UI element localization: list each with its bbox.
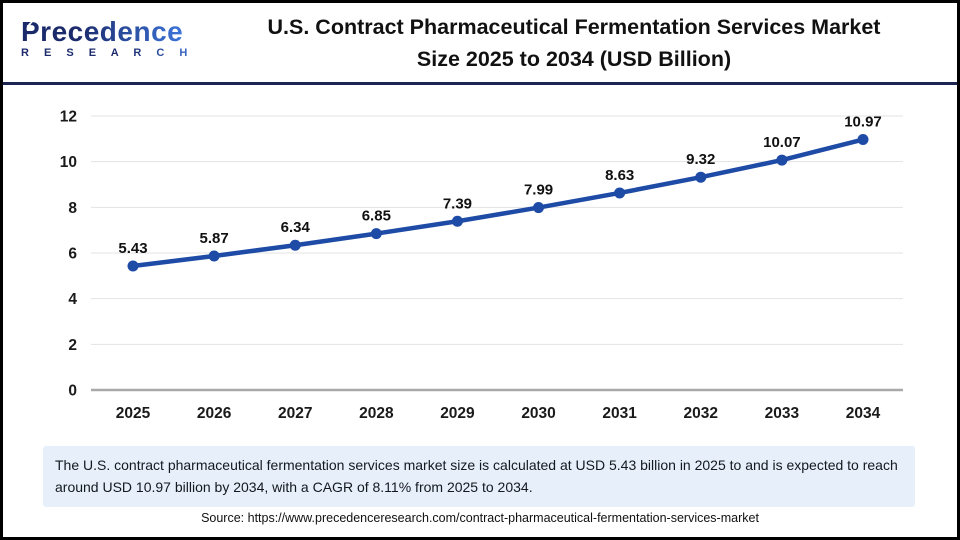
data-point [776, 154, 788, 166]
data-point [208, 250, 220, 262]
data-label: 5.87 [200, 230, 229, 247]
data-point [289, 239, 301, 251]
x-tick-label: 2033 [765, 405, 800, 422]
y-tick-label: 0 [68, 383, 77, 400]
data-point [614, 187, 626, 199]
data-label: 10.97 [844, 114, 882, 131]
x-tick-label: 2030 [521, 405, 555, 422]
data-point [857, 134, 869, 146]
summary-box: The U.S. contract pharmaceutical ferment… [43, 446, 915, 508]
y-tick-label: 6 [68, 246, 77, 263]
y-tick-label: 8 [68, 200, 77, 217]
chart-title-line2: Size 2025 to 2034 (USD Billion) [416, 47, 732, 72]
header-divider [3, 82, 957, 85]
chart-title-line1: U.S. Contract Pharmaceutical Fermentatio… [267, 15, 881, 39]
source-line: Source: https://www.precedenceresearch.c… [201, 511, 759, 525]
x-tick-label: 2032 [684, 405, 718, 422]
y-tick-label: 2 [68, 337, 77, 354]
x-tick-label: 2029 [440, 405, 475, 422]
y-tick-label: 12 [60, 109, 77, 126]
data-point [127, 260, 139, 272]
precedence-research-logo: Precedence R E S E A R C H [3, 3, 211, 60]
x-tick-label: 2027 [278, 405, 312, 422]
x-tick-label: 2026 [197, 405, 232, 422]
line-chart: 0 2 4 6 8 10 12 2025 2026 2027 2028 2029 2030 2031 203… [60, 109, 903, 422]
data-label: 7.99 [524, 182, 553, 199]
data-label: 9.32 [686, 151, 715, 168]
y-tick-label: 10 [60, 154, 77, 171]
data-label: 6.85 [362, 208, 391, 225]
y-tick-label: 4 [68, 291, 77, 308]
header: Precedence R E S E A R C H U.S. Contract… [3, 3, 957, 83]
x-tick-label: 2034 [846, 405, 881, 422]
data-point [695, 171, 707, 183]
data-label: 10.07 [763, 134, 801, 151]
data-point [533, 202, 545, 214]
data-point [451, 215, 463, 227]
x-tick-label: 2031 [602, 405, 637, 422]
data-label: 5.43 [118, 240, 147, 257]
x-tick-label: 2028 [359, 405, 394, 422]
chart-title: U.S. Contract Pharmaceutical Fermentatio… [211, 3, 957, 76]
data-label: 6.34 [281, 219, 311, 236]
data-label: 7.39 [443, 195, 472, 212]
data-label: 8.63 [605, 167, 634, 184]
x-tick-label: 2025 [116, 405, 151, 422]
summary-text: The U.S. contract pharmaceutical ferment… [55, 457, 898, 496]
logo-brand-text: Precedence [21, 17, 211, 47]
logo-research-text: R E S E A R C H [21, 47, 211, 59]
series-line [130, 137, 866, 269]
data-point [370, 228, 382, 240]
